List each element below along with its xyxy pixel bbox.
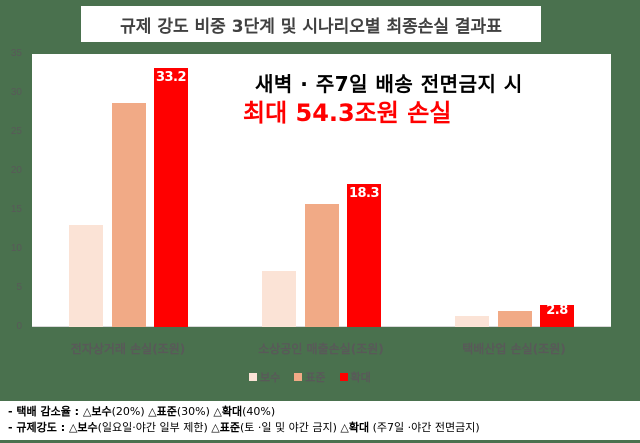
legend-item-expanded: 확대: [339, 369, 371, 385]
bar-conservative: [262, 270, 296, 327]
annotation-line2: 최대 54.3조원 손실: [243, 99, 452, 127]
footer-item-label: △표준: [211, 421, 240, 434]
y-tick-label: 20: [10, 165, 22, 176]
x-category-label: 택배산업 손실(조원): [462, 342, 566, 356]
footer-lead: - 택배 감소율 :: [8, 405, 83, 418]
bar-value-label: 33.2: [155, 70, 187, 86]
footer-line-reduction: - 택배 감소율 : △보수(20%) △표준(30%) △확대(40%): [8, 404, 640, 420]
footer-item-detail: (일요일·야간 일부 제한): [97, 421, 208, 434]
legend-item-standard: 표준: [294, 369, 326, 385]
annotation: 새벽 · 주7일 배송 전면금지 시 최대 54.3조원 손실: [243, 70, 523, 128]
y-tick-label: 0: [16, 321, 22, 332]
chart-title: 규제 강도 비중 3단계 및 시나리오별 최종손실 결과표: [81, 6, 541, 42]
y-tick-label: 30: [10, 87, 22, 98]
footer-item-label: △확대: [213, 405, 243, 418]
bar-expanded: 33.2: [154, 68, 188, 327]
footer-item-detail: (30%): [176, 405, 210, 418]
footer-item-detail: (40%): [242, 405, 276, 418]
x-category-label: 전자상거래 손실(조원): [70, 342, 186, 356]
legend-label: 표준: [305, 371, 326, 384]
y-tick-label: 15: [10, 204, 22, 215]
legend-item-conservative: 보수: [249, 369, 280, 385]
bar-conservative: [69, 224, 103, 327]
bar-standard: [111, 103, 146, 327]
legend-label: 확대: [350, 371, 371, 384]
bar-value-label: 18.3: [348, 186, 380, 202]
x-category-label: 소상공인 매출손실(조원): [258, 342, 384, 356]
bar-expanded: 18.3: [347, 184, 381, 327]
legend: 보수 표준 확대: [249, 369, 385, 385]
legend-label: 보수: [260, 371, 281, 384]
footer-item-label: △보수: [68, 421, 98, 434]
y-tick-label: 5: [16, 282, 22, 293]
footer-notes: - 택배 감소율 : △보수(20%) △표준(30%) △확대(40%) - …: [0, 401, 640, 440]
legend-swatch-icon: [294, 373, 303, 381]
legend-swatch-icon: [339, 373, 348, 381]
bar-value-label: 2.8: [546, 303, 568, 319]
footer-item-detail: (20%): [111, 405, 145, 418]
bar-expanded: 2.8: [540, 303, 574, 327]
footer-lead: - 규제강도 :: [8, 421, 69, 434]
footer-item-label: △확대: [340, 421, 370, 434]
bar-standard: [304, 203, 339, 327]
legend-swatch-icon: [249, 373, 257, 381]
y-tick-label: 35: [10, 48, 22, 59]
footer-item-detail: (토 ·일 및 야간 금지): [240, 421, 337, 434]
footer-item-label: △보수: [82, 405, 112, 418]
footer-item-label: △표준: [148, 405, 177, 418]
bar-standard: [497, 310, 532, 327]
y-tick-label: 25: [10, 126, 22, 137]
bar-conservative: [455, 316, 489, 327]
annotation-line1: 새벽 · 주7일 배송 전면금지 시: [255, 72, 523, 96]
footer-item-detail: (주7일 ·야간 전면금지): [369, 421, 480, 434]
footer-line-intensity: - 규제강도 : △보수(일요일·야간 일부 제한) △표준(토 ·일 및 야간…: [8, 420, 640, 436]
y-tick-label: 10: [10, 243, 22, 254]
